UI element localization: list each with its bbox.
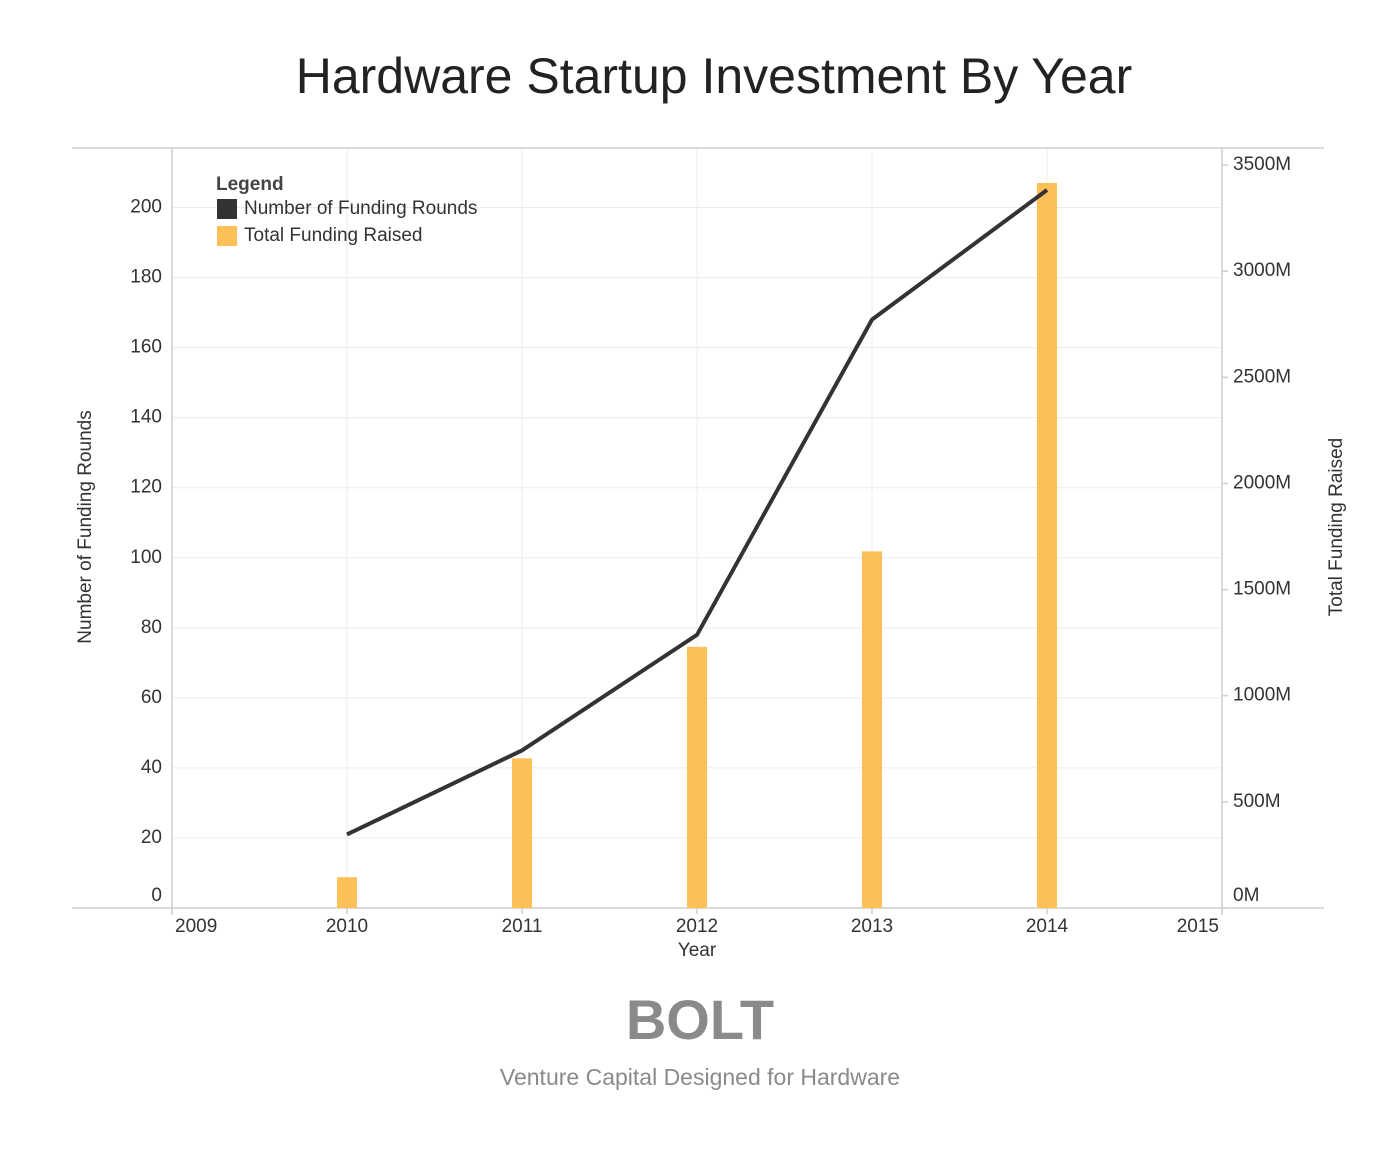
legend-label: Total Funding Raised — [244, 225, 423, 246]
y2-tick-label: 1500M — [1233, 579, 1291, 600]
y-tick-label: 60 — [141, 687, 162, 708]
x-tick-label: 2014 — [1026, 916, 1069, 937]
bar — [337, 877, 357, 908]
y-tick-label: 100 — [130, 547, 162, 568]
y-tick-label: 140 — [130, 407, 162, 428]
bar — [687, 646, 707, 908]
y2-axis-label: Total Funding Raised — [1326, 438, 1347, 617]
x-tick-label: 2010 — [326, 916, 368, 937]
legend-title: Legend — [216, 174, 284, 195]
x-axis-label: Year — [678, 940, 717, 961]
line — [346, 188, 1049, 837]
x-tick-label: 2015 — [1177, 916, 1219, 937]
logo: BOLT — [626, 988, 774, 1051]
x-tick-label: 2009 — [175, 916, 217, 937]
y2-tick-label: 1000M — [1233, 685, 1291, 706]
y-tick-label: 80 — [141, 617, 162, 638]
legend-swatch — [217, 226, 237, 246]
chart-title: Hardware Startup Investment By Year — [296, 48, 1133, 104]
y2-tick-label: 2500M — [1233, 366, 1291, 387]
x-tick-label: 2013 — [851, 916, 893, 937]
bar — [862, 551, 882, 908]
y2-tick-label: 3500M — [1233, 154, 1291, 175]
y-tick-label: 120 — [130, 477, 162, 498]
x-tick-label: 2011 — [502, 916, 543, 937]
y-axis-label: Number of Funding Rounds — [75, 410, 96, 643]
y2-tick-label: 500M — [1233, 791, 1281, 812]
legend-label: Number of Funding Rounds — [244, 198, 477, 219]
y-tick-label: 160 — [130, 337, 162, 358]
y-tick-label: 200 — [130, 197, 162, 218]
y-tick-label: 0 — [151, 885, 162, 906]
y-tick-label: 40 — [141, 757, 162, 778]
y2-tick-label: 0M — [1233, 885, 1259, 906]
x-tick-label: 2012 — [676, 916, 718, 937]
y2-tick-label: 2000M — [1233, 472, 1291, 493]
legend-swatch — [217, 199, 237, 219]
y-tick-label: 180 — [130, 267, 162, 288]
bar — [1037, 183, 1057, 908]
bar — [512, 758, 532, 908]
y-tick-label: 20 — [141, 827, 162, 848]
y2-tick-label: 3000M — [1233, 260, 1291, 281]
tagline: Venture Capital Designed for Hardware — [500, 1064, 900, 1090]
